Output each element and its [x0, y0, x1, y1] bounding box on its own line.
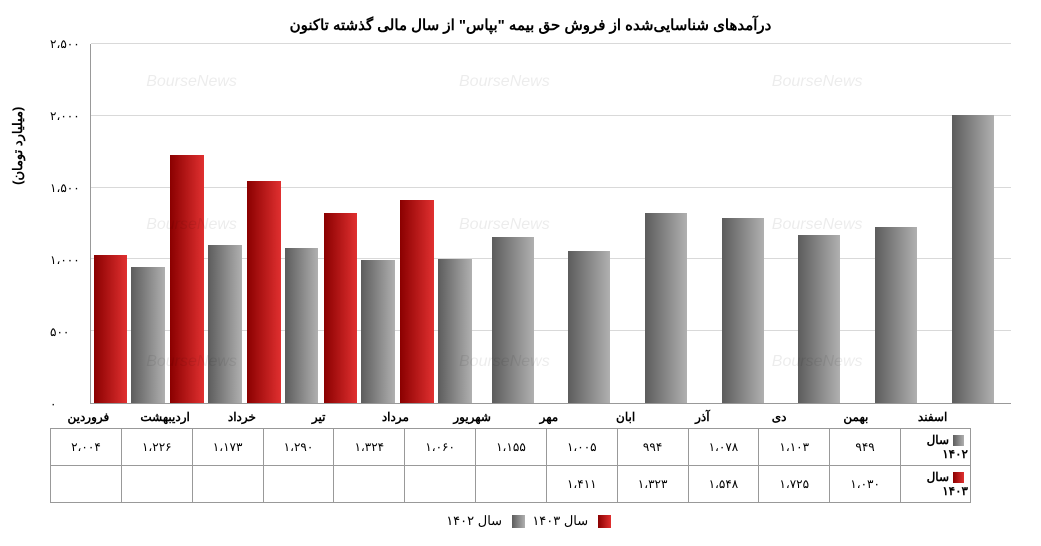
legend-swatch-icon — [953, 435, 964, 446]
plot-area: (میلیارد تومان) ۰ ۵۰۰ ۱،۰۰۰ ۱،۵۰۰ ۲،۰۰۰ … — [50, 44, 1011, 404]
bar-series-1402 — [952, 115, 994, 403]
bar-group — [781, 44, 858, 403]
plot-region: BourseNews BourseNews BourseNews BourseN… — [90, 44, 1011, 404]
table-cell — [192, 466, 263, 503]
bar-series-1402 — [568, 251, 610, 403]
table-cell: ۱،۱۰۳ — [759, 429, 830, 466]
table-cell — [51, 466, 122, 503]
bar-series-1402 — [492, 237, 534, 403]
table-cell: ۱،۲۹۰ — [263, 429, 334, 466]
x-tick-label: دی — [741, 404, 818, 428]
legend-label: سال ۱۴۰۳ — [532, 513, 588, 528]
table-cell: ۹۹۴ — [617, 429, 688, 466]
table-cell: ۱،۲۲۶ — [121, 429, 192, 466]
legend: سال ۱۴۰۳ سال ۱۴۰۲ — [50, 513, 1011, 529]
x-tick-label: اردیبهشت — [127, 404, 204, 428]
bar-series-1402 — [208, 245, 242, 403]
y-tick: ۱،۰۰۰ — [50, 253, 90, 267]
bar-group — [91, 44, 168, 403]
table-cell: ۲،۰۰۴ — [51, 429, 122, 466]
table-cell: ۱،۱۵۵ — [476, 429, 547, 466]
table-cell: ۱،۵۴۸ — [688, 466, 759, 503]
data-table: سال ۱۴۰۲۹۴۹۱،۱۰۳۱،۰۷۸۹۹۴۱،۰۰۵۱،۱۵۵۱،۰۶۰۱… — [50, 428, 971, 503]
bar-series-1402 — [131, 267, 165, 403]
x-tick-label: مرداد — [357, 404, 434, 428]
y-tick: ۵۰۰ — [50, 325, 90, 339]
table-cell: ۱،۳۲۳ — [617, 466, 688, 503]
bar-series-1403 — [324, 213, 358, 403]
legend-label: سال ۱۴۰۲ — [446, 513, 502, 528]
x-axis-labels: فروردیناردیبهشتخردادتیرمردادشهریورمهرابا… — [50, 404, 971, 428]
bar-group — [858, 44, 935, 403]
legend-swatch-1402 — [512, 515, 525, 528]
table-cell — [121, 466, 192, 503]
bar-group — [704, 44, 781, 403]
chart-title: درآمدهای شناسایی‌شده از فروش حق بیمه "بپ… — [50, 16, 1011, 34]
bar-series-1403 — [400, 200, 434, 403]
table-cell: ۱،۳۲۴ — [334, 429, 405, 466]
y-tick: ۰ — [50, 397, 90, 411]
table-cell: ۱،۰۰۵ — [546, 429, 617, 466]
y-axis: (میلیارد تومان) ۰ ۵۰۰ ۱،۰۰۰ ۱،۵۰۰ ۲،۰۰۰ … — [50, 44, 90, 404]
table-cell — [476, 466, 547, 503]
bar-series-1402 — [438, 259, 472, 403]
x-tick-label: خرداد — [204, 404, 281, 428]
legend-swatch-1403 — [598, 515, 611, 528]
x-tick-label: مهر — [511, 404, 588, 428]
table-cell: ۱،۷۲۵ — [759, 466, 830, 503]
bar-series-1402 — [722, 218, 764, 403]
bar-group — [474, 44, 551, 403]
x-tick-label: شهریور — [434, 404, 511, 428]
bar-group — [551, 44, 628, 403]
y-tick: ۱،۵۰۰ — [50, 181, 90, 195]
table-cell: ۱،۱۷۳ — [192, 429, 263, 466]
bar-group — [398, 44, 475, 403]
table-row: سال ۱۴۰۲۹۴۹۱،۱۰۳۱،۰۷۸۹۹۴۱،۰۰۵۱،۱۵۵۱،۰۶۰۱… — [51, 429, 971, 466]
bar-series-1402 — [285, 248, 319, 403]
bar-group — [321, 44, 398, 403]
table-cell: ۱،۴۱۱ — [546, 466, 617, 503]
bar-series-1402 — [875, 227, 917, 403]
table-row-header: سال ۱۴۰۳ — [901, 466, 971, 503]
table-row-header: سال ۱۴۰۲ — [901, 429, 971, 466]
bars-row — [91, 44, 1011, 403]
table-cell: ۱،۰۳۰ — [830, 466, 901, 503]
x-tick-label: ابان — [587, 404, 664, 428]
table-cell — [405, 466, 476, 503]
x-tick-label: اسفند — [894, 404, 971, 428]
bar-group — [244, 44, 321, 403]
bar-series-1402 — [798, 235, 840, 403]
table-cell: ۱،۰۷۸ — [688, 429, 759, 466]
table-cell — [334, 466, 405, 503]
table-cell: ۹۴۹ — [830, 429, 901, 466]
bar-series-1403 — [247, 181, 281, 403]
bar-series-1403 — [170, 155, 204, 403]
x-tick-label: بهمن — [818, 404, 895, 428]
legend-swatch-icon — [953, 472, 964, 483]
bar-series-1402 — [361, 260, 395, 403]
y-tick: ۲،۰۰۰ — [50, 109, 90, 123]
bar-series-1402 — [645, 213, 687, 403]
bar-series-1403 — [94, 255, 128, 403]
table-cell — [263, 466, 334, 503]
table-row: سال ۱۴۰۳۱،۰۳۰۱،۷۲۵۱،۵۴۸۱،۳۲۳۱،۴۱۱ — [51, 466, 971, 503]
bar-group — [628, 44, 705, 403]
x-tick-label: تیر — [280, 404, 357, 428]
y-tick: ۲،۵۰۰ — [50, 37, 90, 51]
bar-group — [934, 44, 1011, 403]
x-tick-label: آذر — [664, 404, 741, 428]
chart-container: درآمدهای شناسایی‌شده از فروش حق بیمه "بپ… — [0, 0, 1041, 546]
table-cell: ۱،۰۶۰ — [405, 429, 476, 466]
y-axis-label: (میلیارد تومان) — [10, 107, 26, 185]
bar-group — [168, 44, 245, 403]
